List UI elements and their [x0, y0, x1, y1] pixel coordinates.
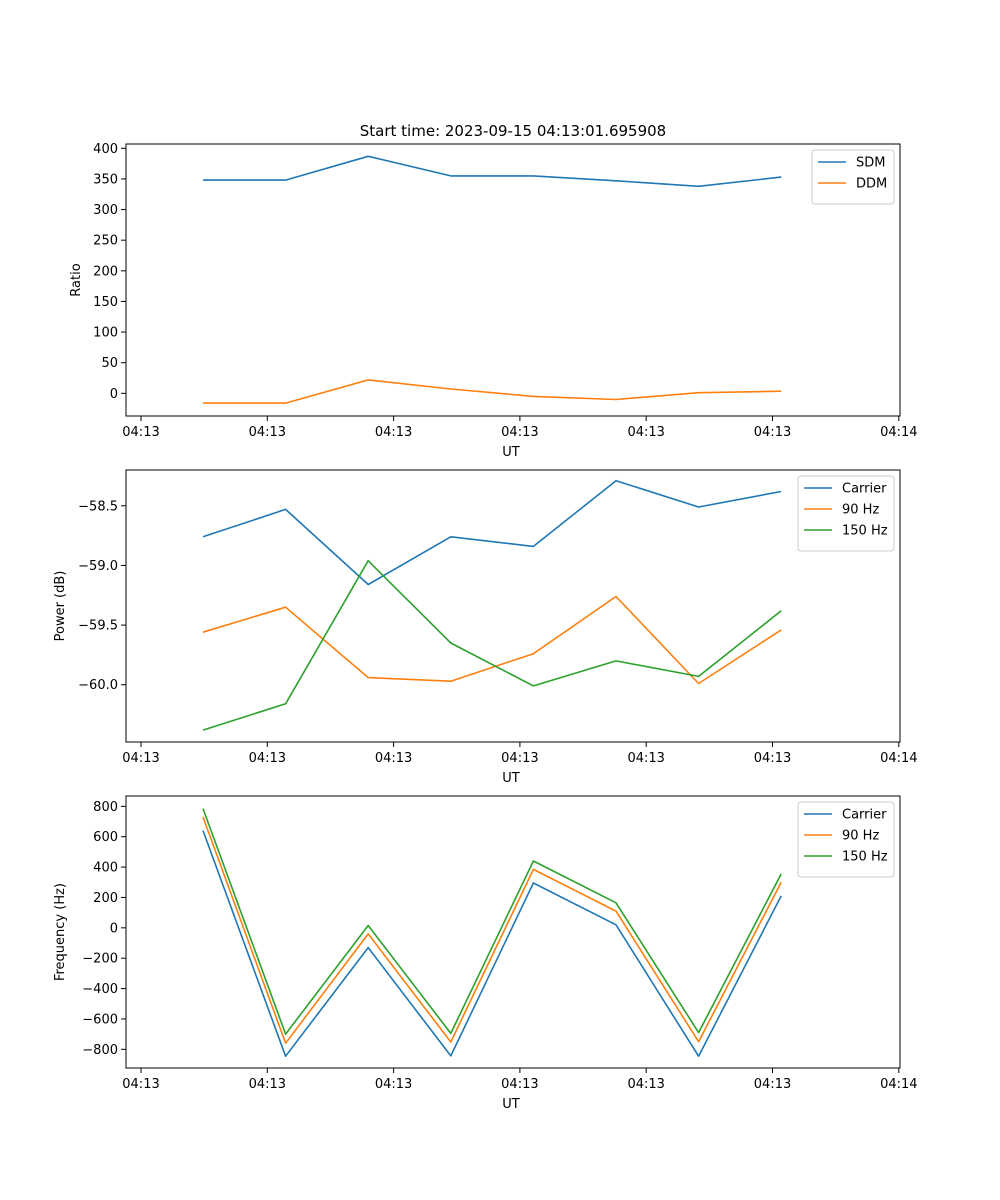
x-tick-label: 04:13 [122, 751, 159, 766]
chart-panel-2: −60.0 −59.5 −59.0 −58.5 04:13 04:13 04:13 04:13… [53, 469, 918, 786]
series-line-90-hz [202, 816, 782, 1044]
x-tick-label: 04:13 [501, 751, 538, 766]
x-tick-label: 04:13 [754, 1077, 791, 1092]
y-tick-label: −58.5 [78, 499, 118, 514]
x-axis-label: UT [502, 1097, 520, 1112]
x-tick-label: 04:13 [627, 425, 664, 440]
legend-box [797, 475, 895, 552]
y-tick-label: 250 [93, 234, 118, 249]
x-tick-label: 04:14 [880, 425, 917, 440]
legend-label: 90 Hz [842, 503, 879, 518]
y-tick-label: −600 [82, 1012, 118, 1027]
x-tick-label: 04:14 [880, 1077, 917, 1092]
x-tick-label: 04:13 [754, 425, 791, 440]
y-axis-label: Ratio [69, 263, 84, 296]
series-line-90-hz [202, 595, 782, 685]
y-tick-label: 100 [93, 326, 118, 341]
series-line-150-hz [202, 559, 782, 731]
series-line-ddm [203, 379, 782, 404]
x-tick-label: 04:13 [375, 425, 412, 440]
x-tick-label: 04:13 [249, 425, 286, 440]
panels: 0 50 100 150 200 250 300 350 400 04:13 04:13 04:13 0… [53, 142, 918, 1112]
x-tick-label: 04:13 [375, 1077, 412, 1092]
y-tick-label: −59.5 [78, 619, 118, 634]
y-tick-label: 0 [110, 921, 118, 936]
series-line-carrier [202, 479, 782, 586]
x-tick-label: 04:13 [249, 1077, 286, 1092]
chart-panel-1: 0 50 100 150 200 250 300 350 400 04:13 04:13 04:13 0… [69, 142, 918, 460]
chart-panel-3: −800 −600 −400 −200 0 200 400 600 800 04:13 04:13 0… [53, 795, 918, 1112]
y-tick-label: 0 [110, 387, 118, 402]
series-line-150-hz [202, 808, 782, 1035]
y-tick-label: −800 [82, 1043, 118, 1058]
y-axis-label: Power (dB) [53, 571, 68, 642]
x-axis-label: UT [502, 771, 520, 786]
y-tick-label: 600 [93, 830, 118, 845]
x-tick-label: 04:13 [122, 1077, 159, 1092]
legend-label: 150 Hz [842, 850, 888, 865]
x-tick-label: 04:13 [754, 751, 791, 766]
y-tick-label: 800 [93, 800, 118, 815]
series-line-sdm [203, 155, 782, 188]
y-tick-label: −400 [82, 982, 118, 997]
y-tick-label: 350 [93, 172, 118, 187]
legend-label: 150 Hz [842, 524, 888, 539]
legend-label: Carrier [842, 482, 887, 497]
x-axis-label: UT [502, 445, 520, 460]
x-tick-label: 04:13 [501, 1077, 538, 1092]
x-tick-label: 04:13 [249, 751, 286, 766]
legend-label: Carrier [842, 808, 887, 823]
legend-label: DDM [856, 177, 887, 192]
y-tick-label: 200 [93, 891, 118, 906]
legend-label: 90 Hz [842, 829, 879, 844]
y-tick-label: 400 [93, 861, 118, 876]
y-tick-label: −59.0 [78, 559, 118, 574]
y-axis-label: Frequency (Hz) [53, 883, 68, 981]
y-tick-label: 200 [93, 264, 118, 279]
y-tick-label: −200 [82, 952, 118, 967]
x-tick-label: 04:13 [501, 425, 538, 440]
legend-label: SDM [856, 156, 885, 171]
series-line-carrier [202, 830, 782, 1057]
legend-box [811, 149, 895, 205]
x-tick-label: 04:14 [880, 751, 917, 766]
axes-frame [125, 469, 901, 743]
x-tick-label: 04:13 [627, 751, 664, 766]
x-tick-label: 04:13 [122, 425, 159, 440]
x-tick-label: 04:13 [375, 751, 412, 766]
figure-title: Start time: 2023-09-15 04:13:01.695908 [360, 122, 666, 140]
y-tick-label: 400 [93, 142, 118, 157]
y-tick-label: 150 [93, 295, 118, 310]
x-tick-label: 04:13 [627, 1077, 664, 1092]
y-tick-label: 300 [93, 203, 118, 218]
axes-frame [125, 143, 901, 417]
legend-box [797, 801, 895, 878]
y-tick-label: −60.0 [78, 678, 118, 693]
axes-frame [125, 795, 901, 1069]
y-tick-label: 50 [101, 356, 118, 371]
